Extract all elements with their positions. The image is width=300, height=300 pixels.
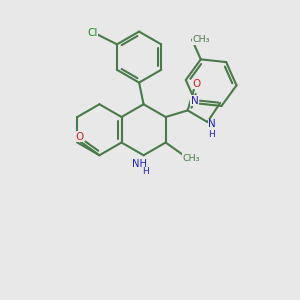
- Text: N: N: [208, 119, 216, 129]
- Text: Cl: Cl: [87, 28, 98, 38]
- Text: H: H: [208, 130, 215, 139]
- Text: CH₃: CH₃: [192, 35, 210, 44]
- Text: NH: NH: [132, 159, 147, 169]
- Text: CH₃: CH₃: [183, 154, 200, 163]
- Text: H: H: [142, 167, 148, 176]
- Text: N: N: [191, 96, 199, 106]
- Text: O: O: [193, 79, 201, 88]
- Text: O: O: [75, 131, 83, 142]
